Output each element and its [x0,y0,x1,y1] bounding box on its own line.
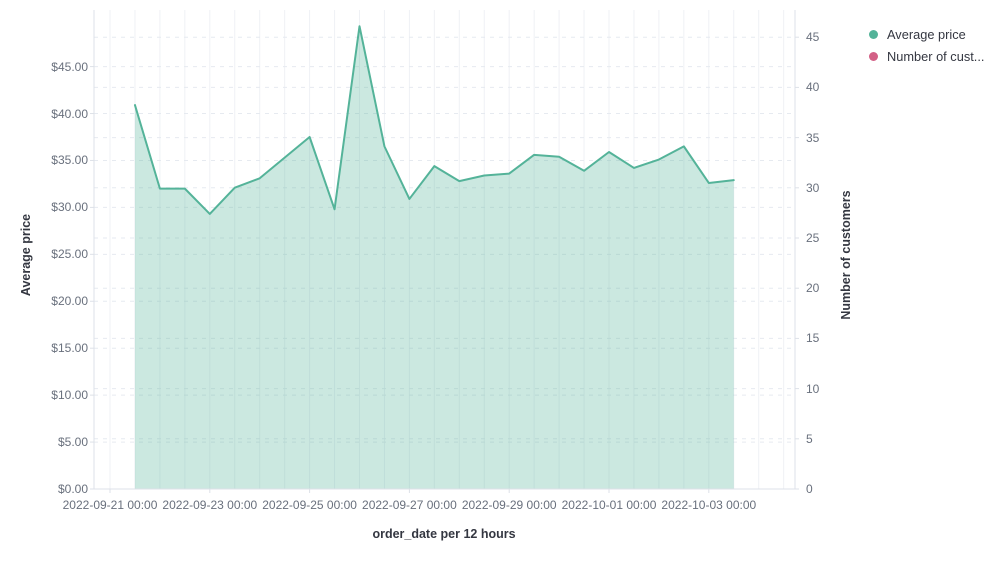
x-axis-tick-label: 2022-09-29 00:00 [461,498,557,512]
y-axis-right-tick-label: 30 [806,180,820,195]
y-axis-left-tick-label: $25.00 [51,247,88,262]
legend: Average price Number of cust... [869,27,984,71]
y-axis-left-tick-label: $20.00 [51,294,88,309]
y-axis-left-tick-label: $15.00 [51,341,88,356]
y-axis-right-tick-label: 10 [806,381,820,396]
y-axis-left-tick-label: $45.00 [51,59,88,74]
y-axis-left-tick-label: $5.00 [57,435,88,450]
y-axis-left-tick-label: $35.00 [51,153,88,168]
area-series-average-price [133,25,735,490]
legend-item-label: Number of cust... [887,49,985,64]
x-axis-tick-label: 2022-09-25 00:00 [262,498,357,512]
y-axis-left-tick-label: $30.00 [51,200,88,215]
y-axis-right-tick-label: 35 [806,130,820,145]
legend-item-number-of-customers[interactable]: Number of cust... [869,49,984,64]
y-axis-left-tick-label: $10.00 [51,388,88,403]
y-axis-left-tick-label: $40.00 [51,106,88,121]
x-axis-tick-label: 2022-10-03 00:00 [661,498,757,512]
y-axis-left-tick-label: $0.00 [57,482,88,496]
y-axis-right-tick-label: 25 [806,231,820,245]
y-axis-right-tick-label: 15 [806,331,820,346]
y-axis-right-tick-label: 5 [806,431,813,446]
vertical-gridlines [109,10,785,489]
legend-item-average-price[interactable]: Average price [869,27,984,42]
y-axis-right-tick-label: 20 [806,281,820,296]
y-axis-right-tick-label: 40 [806,80,820,95]
y-axis-right-tick-label: 45 [806,30,820,45]
x-axis-title: order_date per 12 hours [372,527,516,541]
x-axis-tick-label: 2022-10-01 00:00 [561,498,657,512]
x-axis-tick-label: 2022-09-21 00:00 [62,498,158,512]
axis-lines [90,10,799,493]
legend-swatch-icon [869,30,878,39]
legend-item-label: Average price [887,27,966,42]
y-axis-right-tick-label: 0 [806,482,813,496]
x-axis-tick-label: 2022-09-27 00:00 [362,498,457,512]
x-axis-tick-label: 2022-09-23 00:00 [162,498,258,512]
legend-swatch-icon [869,52,878,61]
